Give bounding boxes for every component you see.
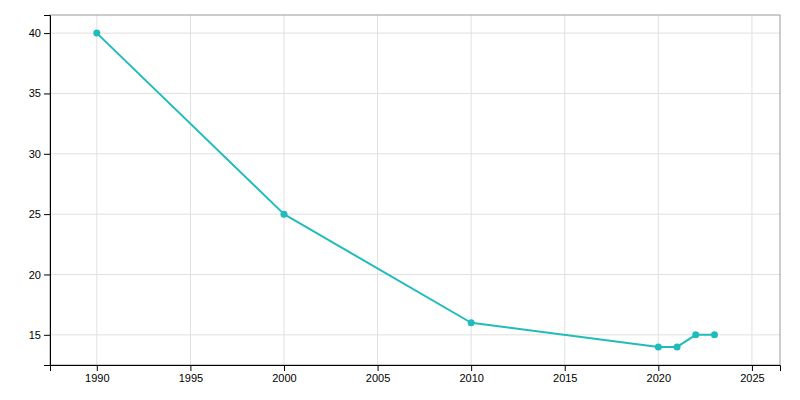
y-tick: 25 — [29, 208, 50, 220]
y-axis-line — [44, 16, 51, 366]
y-grid-line — [50, 214, 780, 215]
x-tick-label: 1995 — [179, 372, 203, 384]
y-grid-line — [50, 33, 780, 34]
x-tick-mark — [752, 365, 753, 371]
y-grid-line — [50, 334, 780, 335]
x-tick: 2010 — [459, 365, 483, 384]
chart-svg: 1990199520002005201020152020202515202530… — [0, 0, 800, 400]
x-tick: 2020 — [647, 365, 671, 384]
y-tick-label: 30 — [29, 148, 41, 160]
chart-container: 1990199520002005201020152020202515202530… — [0, 0, 800, 400]
y-tick: 40 — [29, 27, 50, 39]
y-tick-mark — [44, 335, 50, 336]
point — [468, 319, 475, 326]
x-grid-line — [658, 15, 659, 365]
x-tick-mark — [658, 365, 659, 371]
y-tick-mark — [44, 93, 50, 94]
x-grid-line — [96, 15, 97, 365]
x-tick-mark — [190, 365, 191, 371]
series — [93, 30, 718, 351]
x-tick-mark — [284, 365, 285, 371]
point — [280, 211, 287, 218]
x-axis: 1990 1995 2000 2005 2010 2015 2020 2025 — [51, 365, 781, 384]
x-tick-mark — [565, 365, 566, 371]
line — [97, 33, 715, 347]
plot-area: 1990199520002005201020152020202515202530… — [29, 15, 781, 384]
grid — [50, 15, 780, 365]
x-tick: 1995 — [179, 365, 203, 384]
x-tick-mark — [471, 365, 472, 371]
point — [692, 331, 699, 338]
x-tick-mark — [378, 365, 379, 371]
y-tick: 20 — [29, 269, 50, 281]
y-tick-mark — [44, 274, 50, 275]
y-tick-mark — [44, 154, 50, 155]
y-tick-label: 15 — [29, 329, 41, 341]
x-tick-label: 2025 — [740, 372, 764, 384]
x-tick-label: 2010 — [459, 372, 483, 384]
x-grid-line — [377, 15, 378, 365]
x-grid-line — [283, 15, 284, 365]
x-tick: 2015 — [553, 365, 577, 384]
y-tick: 30 — [29, 148, 50, 160]
point — [655, 343, 662, 350]
x-tick-mark — [97, 365, 98, 371]
y-tick-mark — [44, 33, 50, 34]
point — [711, 331, 718, 338]
x-tick: 2025 — [740, 365, 764, 384]
point — [93, 30, 100, 37]
x-grid-line — [564, 15, 565, 365]
x-tick-label: 2005 — [366, 372, 390, 384]
x-tick: 1990 — [85, 365, 109, 384]
y-axis: 15 20 25 30 35 40 — [29, 16, 51, 366]
x-tick-label: 2000 — [272, 372, 296, 384]
x-tick-label: 2020 — [647, 372, 671, 384]
point — [674, 343, 681, 350]
y-tick: 35 — [29, 87, 50, 99]
y-grid-line — [50, 274, 780, 275]
x-tick: 2005 — [366, 365, 390, 384]
x-tick-label: 1990 — [85, 372, 109, 384]
y-tick: 15 — [29, 329, 50, 341]
x-axis-line — [51, 366, 781, 372]
y-tick-label: 40 — [29, 27, 41, 39]
y-grid-line — [50, 153, 780, 154]
y-tick-label: 35 — [29, 87, 41, 99]
y-tick-label: 25 — [29, 208, 41, 220]
x-grid-line — [471, 15, 472, 365]
x-tick-label: 2015 — [553, 372, 577, 384]
x-grid-line — [190, 15, 191, 365]
x-tick: 2000 — [272, 365, 296, 384]
x-grid-line — [751, 15, 752, 365]
y-tick-label: 20 — [29, 269, 41, 281]
plot-frame — [50, 15, 780, 365]
y-tick-mark — [44, 214, 50, 215]
